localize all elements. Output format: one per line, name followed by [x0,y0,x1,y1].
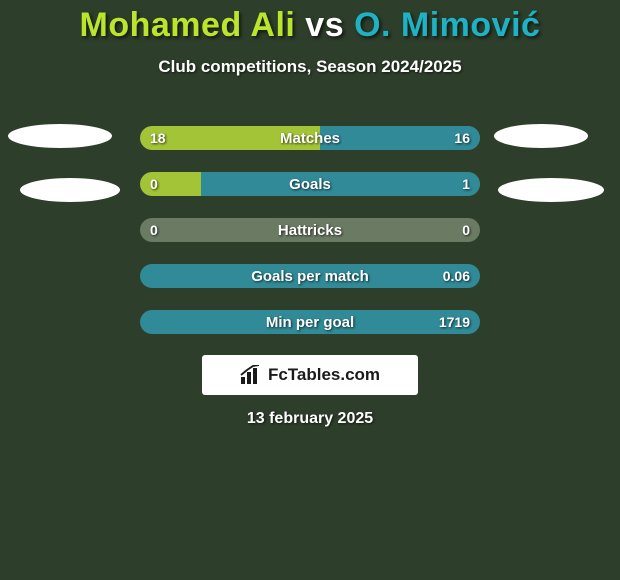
stat-value-right: 0 [462,218,470,242]
decorative-ellipse [20,178,120,202]
stat-row: 1816Matches [140,126,480,150]
stat-value-left: 0 [150,172,158,196]
decorative-ellipse [8,124,112,148]
player1-name: Mohamed Ali [80,6,296,44]
stats-bars: 1816Matches01Goals00Hattricks0.06Goals p… [140,126,480,356]
stat-value-right: 16 [454,126,470,150]
decorative-ellipse [494,124,588,148]
stat-value-right: 1719 [439,310,470,334]
fctables-badge: FcTables.com [202,355,418,395]
stat-row: 0 0Hattricks [140,218,480,242]
comparison-title: Mohamed Ali vs O. Mimović [0,0,620,45]
bar-fill-right [201,172,480,196]
fctables-label: FcTables.com [268,365,380,385]
stat-row: 01Goals [140,172,480,196]
bar-chart-icon [240,365,262,385]
stat-label: Min per goal [140,310,480,334]
stat-row: 0.06Goals per match [140,264,480,288]
player2-name: O. Mimović [354,6,540,44]
date-text: 13 february 2025 [0,410,620,428]
stat-value-right: 0.06 [443,264,470,288]
stat-row: 1719Min per goal [140,310,480,334]
stat-value-left: 0 [150,218,158,242]
bar-fill-left [140,126,320,150]
subtitle-text: Club competitions, Season 2024/2025 [0,57,620,77]
stat-label: Hattricks [140,218,480,242]
stat-value-right: 1 [462,172,470,196]
decorative-ellipse [498,178,604,202]
stat-label: Goals per match [140,264,480,288]
stat-value-left: 18 [150,126,166,150]
vs-text: vs [305,6,344,44]
